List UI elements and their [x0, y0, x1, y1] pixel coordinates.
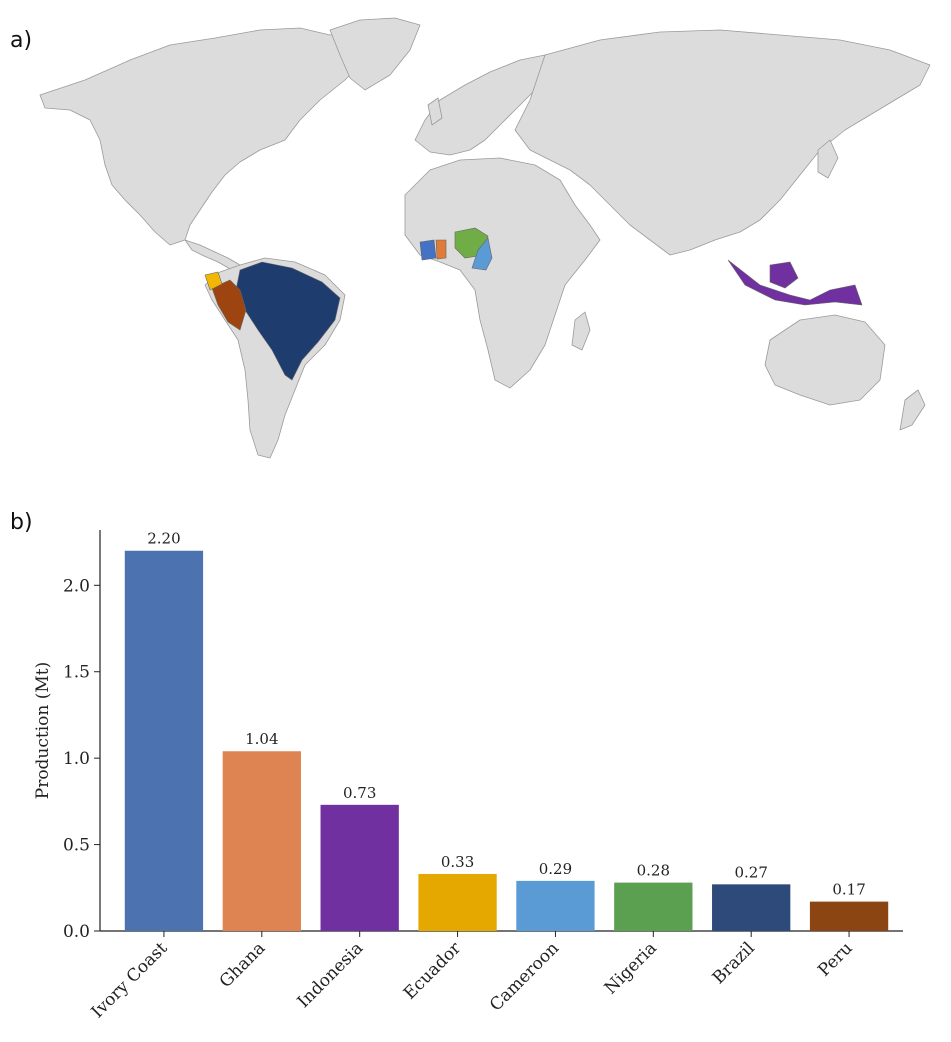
- bar-value-label: 2.20: [147, 530, 180, 548]
- japan-landmass: [817, 139, 839, 179]
- x-tick-label: Brazil: [709, 938, 759, 988]
- new-zealand-landmass: [899, 389, 926, 431]
- x-tick-label: Ivory Coast: [88, 938, 172, 1022]
- bar-value-label: 0.33: [441, 853, 474, 871]
- y-tick-label: 0.5: [63, 836, 90, 856]
- ghana-region: [435, 239, 447, 260]
- africa-landmass: [404, 157, 601, 389]
- x-tick-label: Indonesia: [294, 938, 368, 1012]
- bar-peru: [809, 901, 889, 931]
- bar-ecuador: [418, 873, 497, 931]
- panel-label-a: a): [10, 28, 33, 53]
- bar-brazil: [712, 884, 791, 931]
- bar-indonesia: [320, 804, 399, 931]
- bar-nigeria: [614, 882, 693, 931]
- y-tick-label: 2.0: [63, 576, 90, 596]
- bar-cameroon: [516, 880, 595, 931]
- bar-ivory-coast: [124, 550, 204, 931]
- asia-landmass: [514, 29, 931, 256]
- indonesia-region: [727, 259, 863, 306]
- y-tick-label: 0.0: [63, 922, 90, 942]
- central-america-landmass: [184, 239, 241, 271]
- x-tick-label: Nigeria: [601, 938, 661, 998]
- y-axis-title: Production (Mt): [33, 662, 53, 800]
- indonesia-borneo-region: [769, 261, 799, 289]
- highlighted-countries: [204, 227, 863, 381]
- world-map: [39, 17, 931, 459]
- bar-value-label: 0.29: [539, 860, 572, 878]
- north-america-landmass: [39, 21, 396, 246]
- ivory-coast-region: [419, 239, 437, 261]
- x-tick-label: Ghana: [216, 938, 270, 992]
- peru-region: [211, 279, 247, 331]
- bar-chart: 0.0 0.5 1.0 1.5 2.0 Production (Mt) 2.20 Ivory …: [33, 530, 903, 1022]
- x-tick-label: Cameroon: [486, 938, 563, 1015]
- x-tick-label: Ecuador: [400, 938, 466, 1004]
- ecuador-region: [204, 271, 223, 291]
- bar-value-label: 0.27: [734, 863, 767, 881]
- greenland-landmass: [329, 17, 421, 91]
- australia-landmass: [764, 314, 886, 406]
- bar-value-label: 1.04: [245, 730, 278, 748]
- cameroon-region: [471, 237, 493, 271]
- y-tick-label: 1.0: [63, 749, 90, 769]
- x-tick-label: Peru: [814, 938, 856, 980]
- bar-ghana: [222, 751, 301, 931]
- panel-label-b: b): [10, 510, 33, 535]
- bar-value-label: 0.28: [637, 862, 670, 880]
- brazil-region: [235, 261, 341, 381]
- uk-landmass: [427, 97, 443, 126]
- madagascar-landmass: [571, 311, 591, 351]
- bar-value-label: 0.17: [832, 881, 865, 899]
- y-tick-label: 1.5: [63, 663, 90, 683]
- bar-value-label: 0.73: [343, 784, 376, 802]
